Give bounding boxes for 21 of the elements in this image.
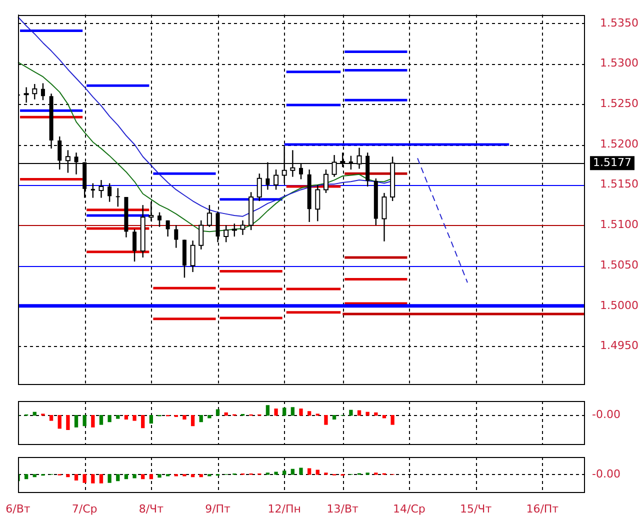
y-tick-label: 1.5150 — [600, 178, 638, 191]
x-tick-label: 16/Пт — [526, 502, 560, 516]
x-tick-label: 6/Вт — [6, 502, 31, 516]
x-tick-label: 7/Ср — [72, 502, 98, 516]
x-tick-label: 15/Чт — [460, 502, 492, 516]
x-tick-label: 14/Ср — [393, 502, 426, 516]
y-tick-label: 1.5350 — [600, 16, 638, 30]
x-tick-label: 13/Вт — [326, 502, 360, 516]
y-tick-label: 1.5050 — [600, 258, 638, 272]
text: -0.00 — [592, 467, 620, 480]
y-tick-label: 1.5100 — [600, 218, 638, 232]
text: -0.00 — [592, 408, 620, 422]
y-tick-label: 1.5250 — [600, 97, 638, 110]
y-tick-label: 1.5300 — [600, 56, 638, 70]
ref-line-label: 1.5177 — [593, 156, 632, 169]
x-tick-label: 8/Чт — [138, 502, 164, 516]
x-tick-label: 9/Пт — [205, 502, 232, 516]
x-tick-label: 12/Пн — [268, 502, 301, 516]
y-tick-label: 1.5000 — [600, 298, 638, 312]
y-tick-label: 1.5200 — [600, 137, 638, 150]
y-tick-label: 1.4950 — [600, 339, 638, 352]
